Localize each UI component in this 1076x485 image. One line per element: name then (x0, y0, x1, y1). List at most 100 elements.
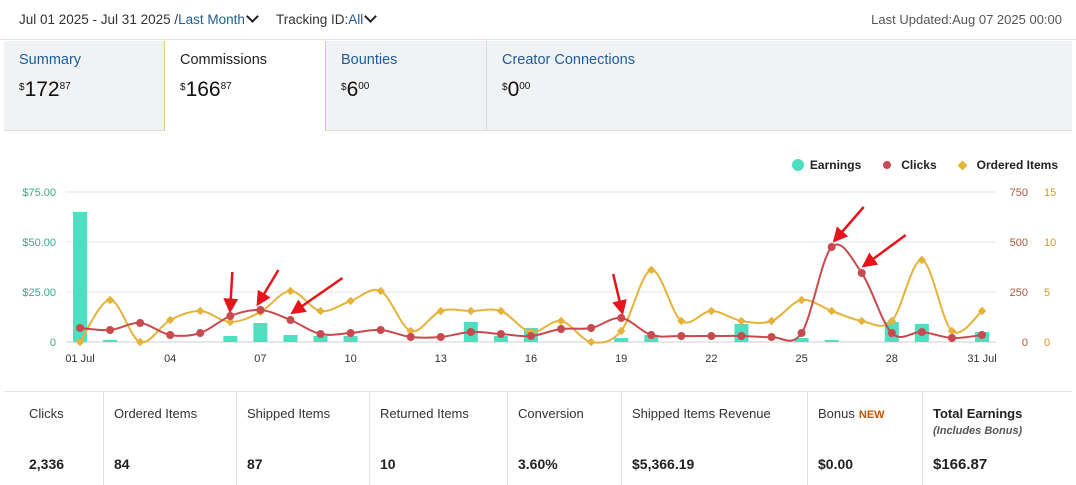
right-axis-clicks-tick: 0 (1022, 337, 1028, 349)
ordered-items-point (917, 255, 927, 265)
x-axis-tick-label: 28 (886, 353, 898, 365)
tab-commissions[interactable]: Commissions $16687 (164, 41, 326, 136)
ordered-items-point (226, 317, 235, 327)
tracking-id-label: Tracking ID: (276, 12, 349, 27)
annotation-arrow (611, 273, 627, 316)
tab-commissions-amount: $16687 (180, 78, 232, 101)
ordered-items-point (406, 326, 415, 336)
earnings-bar (253, 323, 268, 342)
stat-value: 2,336 (29, 456, 65, 472)
annotation-arrow (223, 271, 239, 314)
clicks-point (917, 328, 926, 336)
clicks-point (647, 331, 656, 339)
clicks-point (316, 330, 325, 338)
date-range-text: Jul 01 2025 - Jul 31 2025 / (19, 12, 179, 27)
tab-divider (486, 41, 487, 131)
legend-clicks[interactable]: Clicks (879, 158, 937, 172)
ordered-items-point (376, 286, 385, 296)
tracking-id-selector[interactable]: Tracking ID:All (276, 10, 378, 27)
ordered-items-point (586, 337, 596, 347)
ordered-items-point (346, 296, 355, 306)
stat-conversion: Conversion 3.60% (508, 392, 622, 485)
stat-label: Shipped Items (247, 406, 331, 421)
ordered-items-point (75, 337, 85, 347)
x-axis-tick-label: 01 Jul (65, 353, 94, 365)
right-axis-clicks-tick: 750 (1010, 187, 1028, 199)
stat-label: Conversion (518, 406, 584, 421)
x-axis-tick-label: 22 (705, 353, 717, 365)
clicks-point (226, 312, 235, 320)
left-axis-tick: $25.00 (22, 287, 56, 299)
earnings-bar (313, 336, 328, 342)
chevron-down-icon[interactable] (246, 10, 259, 23)
ordered-items-point (647, 265, 656, 275)
stat-label: Shipped Items Revenue (632, 406, 771, 421)
ordered-items-point (466, 306, 476, 316)
x-axis-tick-label: 10 (344, 353, 356, 365)
ordered-items-point (616, 326, 626, 336)
new-badge: NEW (858, 409, 885, 421)
clicks-point (256, 306, 265, 314)
ordered-items-point (196, 306, 205, 316)
clicks-point (136, 319, 145, 327)
clicks-point (677, 332, 686, 340)
chevron-down-icon[interactable] (364, 10, 378, 23)
tab-creator-connections-amount: $000 (502, 78, 531, 101)
last-updated-text: Last Updated:Aug 07 2025 00:00 (871, 12, 1062, 27)
clicks-point (557, 325, 566, 333)
right-axis-clicks-tick: 250 (1010, 287, 1028, 299)
left-axis-tick: 0 (50, 337, 56, 349)
ordered-items-point (556, 316, 566, 326)
left-axis-tick: $50.00 (22, 237, 56, 249)
range-preset-link[interactable]: Last Month (178, 12, 245, 27)
ordered-items-point (737, 316, 746, 326)
right-axis-items-tick: 5 (1044, 287, 1050, 299)
clicks-point (887, 329, 896, 337)
chart-plot: $75.00 750 15$50.00 500 10$25.00 250 50 0 001 Ju… (22, 187, 1056, 365)
clicks-point (947, 334, 956, 342)
stat-value: 10 (380, 456, 396, 472)
clicks-point (376, 326, 385, 334)
ordered-items-point (316, 306, 325, 316)
date-range-selector[interactable]: Jul 01 2025 - Jul 31 2025 /Last Month (19, 10, 259, 27)
ordered-items-point (797, 295, 806, 305)
ordered-items-point (496, 306, 506, 316)
stat-value: 3.60% (518, 456, 558, 472)
legend-earnings[interactable]: Earnings (791, 158, 861, 172)
x-axis-tick-label: 31 Jul (967, 353, 996, 365)
right-axis-items-tick: 10 (1044, 237, 1056, 249)
earnings-bar (614, 338, 629, 342)
clicks-point (166, 331, 175, 339)
tab-summary-amount: $17287 (19, 78, 71, 101)
clicks-point (286, 316, 295, 324)
stat-label: Total Earnings (933, 406, 1023, 421)
clicks-point (346, 329, 355, 337)
x-axis-tick-label: 13 (435, 353, 447, 365)
stats-summary-row: Clicks 2,336 Ordered Items 84 Shipped It… (4, 391, 1072, 485)
clicks-point (76, 324, 84, 332)
clicks-point (767, 333, 776, 341)
ordered-items-point (977, 306, 987, 316)
ordered-items-point (707, 306, 716, 316)
performance-chart: Earnings Clicks Ordered Items $75.00 750 1… (4, 131, 1072, 391)
earnings-bar (493, 336, 508, 342)
legend-ordered-items[interactable]: Ordered Items (955, 158, 1058, 172)
clicks-point (496, 330, 505, 338)
clicks-point (978, 331, 986, 339)
tab-bounties[interactable]: Bounties $600 (326, 41, 486, 131)
clicks-line (79, 243, 983, 342)
clicks-point (827, 243, 836, 251)
x-axis-tick-label: 19 (615, 353, 627, 365)
left-axis-tick: $75.00 (22, 187, 56, 199)
tracking-id-value[interactable]: All (348, 12, 364, 27)
right-axis-clicks-tick: 500 (1010, 237, 1028, 249)
x-axis-tick-label: 07 (254, 353, 266, 365)
tab-creator-connections[interactable]: Creator Connections $000 (487, 41, 737, 131)
annotation-arrow (290, 276, 344, 315)
earnings-bar (73, 212, 87, 342)
ordered-items-point (165, 315, 175, 325)
stat-ordered-items: Ordered Items 84 (104, 392, 237, 485)
clicks-point (436, 333, 445, 341)
tab-summary[interactable]: Summary $17287 (4, 41, 164, 131)
ordered-items-point (947, 326, 957, 336)
